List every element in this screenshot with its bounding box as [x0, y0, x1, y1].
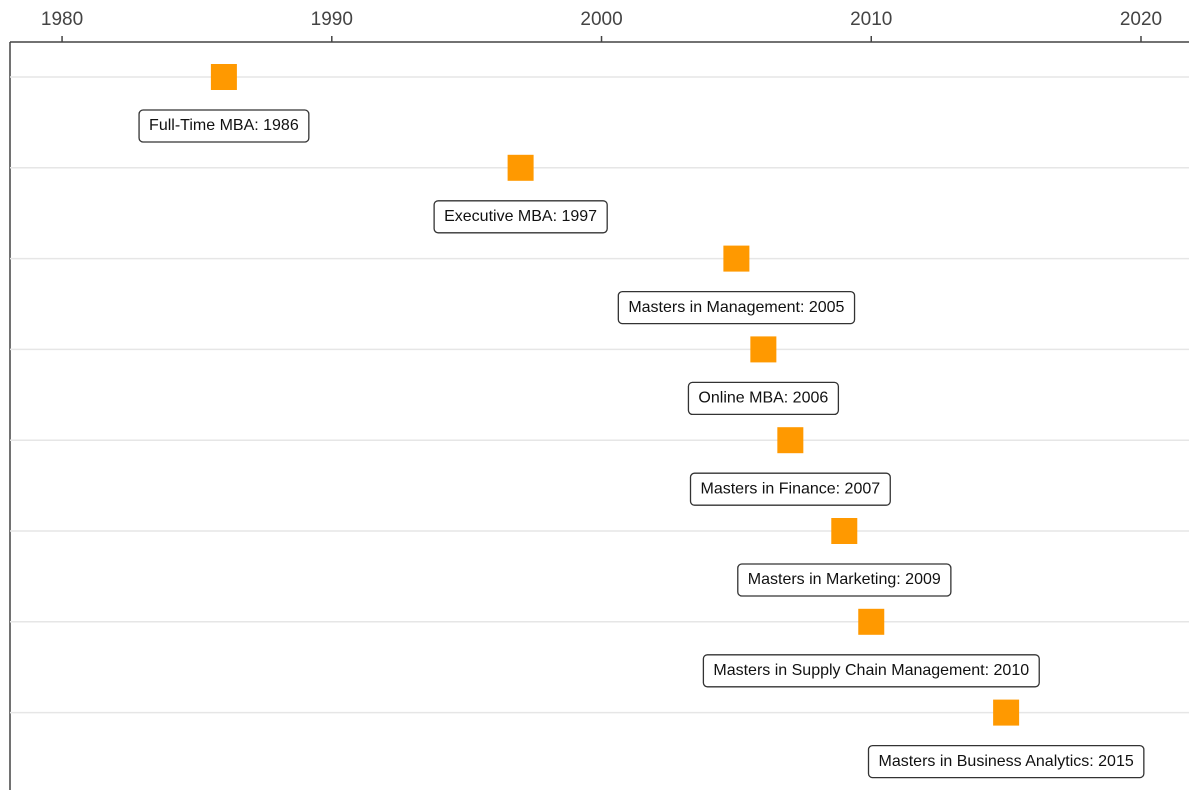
label-box — [433, 200, 608, 234]
event-label: Masters in Management: 2005 — [628, 299, 844, 316]
x-tick-label: 2000 — [580, 9, 622, 30]
event-label: Executive MBA: 1997 — [444, 208, 597, 225]
event-marker — [858, 608, 885, 635]
event-label: Online MBA: 2006 — [698, 390, 828, 407]
label-box — [138, 109, 310, 143]
x-tick-label: 2010 — [850, 9, 892, 30]
label-box — [687, 381, 840, 416]
x-tick-label: 1990 — [311, 9, 353, 30]
event-label: Masters in Supply Chain Management: 2010 — [713, 662, 1029, 679]
label-box — [617, 290, 856, 325]
label-box — [737, 563, 952, 597]
label-box — [702, 654, 1040, 688]
event-label: Masters in Marketing: 2009 — [748, 571, 941, 588]
event-label: Full-Time MBA: 1986 — [149, 117, 299, 134]
label-box — [867, 744, 1145, 779]
event-marker — [723, 245, 750, 272]
event-marker — [831, 518, 858, 544]
label-box — [689, 472, 891, 506]
event-marker — [507, 154, 534, 181]
event-marker — [777, 427, 804, 454]
x-tick-label: 2020 — [1120, 9, 1162, 30]
x-tick-label: 1980 — [41, 9, 83, 30]
event-marker — [993, 699, 1020, 726]
event-marker — [750, 336, 777, 363]
event-label: Masters in Finance: 2007 — [701, 480, 881, 497]
event-marker — [210, 64, 237, 90]
event-label: Masters in Business Analytics: 2015 — [879, 753, 1134, 770]
